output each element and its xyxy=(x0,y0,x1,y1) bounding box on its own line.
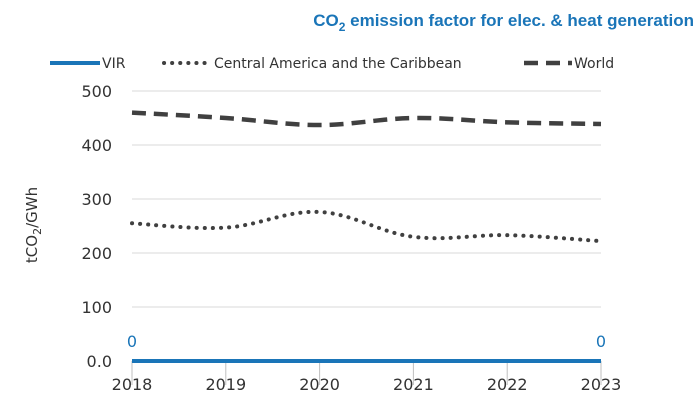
y-tick-label: 500 xyxy=(81,82,112,101)
gridlines xyxy=(132,90,601,308)
legend-label: World xyxy=(574,56,614,72)
y-tick-label: 200 xyxy=(81,244,112,263)
x-axis-ticks: 2018 2019 2020 2021 2022 2023 xyxy=(112,361,622,394)
series-line xyxy=(131,110,602,128)
y-tick-label: 100 xyxy=(81,298,112,317)
y-axis-label: tCO2/GWh xyxy=(23,187,44,263)
x-tick-label: 2019 xyxy=(205,375,246,394)
x-tick-label: 2021 xyxy=(393,375,434,394)
x-tick-label: 2022 xyxy=(487,375,528,394)
series-line xyxy=(130,209,603,244)
data-label: 0 xyxy=(596,332,606,351)
y-tick-label: 0.0 xyxy=(87,352,112,371)
y-tick-label: 400 xyxy=(81,136,112,155)
legend: VIR Central America and the Caribbean Worl… xyxy=(50,56,614,72)
y-axis-ticks: 0.0 100 200 300 400 500 xyxy=(81,82,112,371)
legend-label: Central America and the Caribbean xyxy=(214,56,462,72)
chart-title: CO2 emission factor for elec. & heat gen… xyxy=(313,11,694,34)
x-tick-label: 2023 xyxy=(581,375,622,394)
x-tick-label: 2020 xyxy=(299,375,340,394)
series-lines xyxy=(130,110,603,364)
y-tick-label: 300 xyxy=(81,190,112,209)
data-label: 0 xyxy=(127,332,137,351)
legend-label: VIR xyxy=(102,56,126,72)
x-tick-label: 2018 xyxy=(112,375,153,394)
